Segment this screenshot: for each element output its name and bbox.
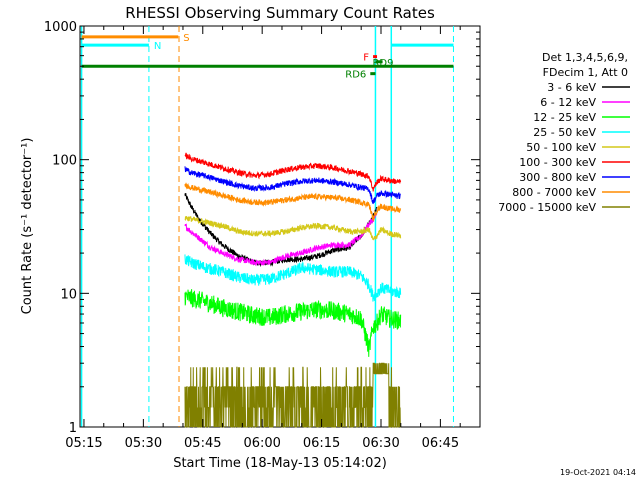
x-axis: 05:15 05:30 05:45 06:00 06:15 06:30 06:45 — [65, 26, 461, 451]
legend-header-line-1: Det 1,3,4,5,6,9, — [542, 51, 628, 64]
status-label-5: RD9 — [372, 58, 393, 69]
legend-label-7: 800 - 7000 keV — [512, 186, 596, 199]
legend-header-line-2: FDecim 1, Att 0 — [543, 66, 628, 79]
reference-lines — [80, 26, 454, 427]
x-tick-label-2: 05:45 — [184, 436, 221, 451]
series-line-12-25keV-kev — [184, 289, 402, 357]
x-axis-label: Start Time (18-May-13 05:14:02) — [173, 456, 387, 471]
series-line-100-300keV-kev — [184, 152, 402, 192]
y-axis-label: Count Rate (s⁻¹ detector⁻¹) — [20, 138, 35, 315]
legend-label-5: 100 - 300 keV — [519, 156, 596, 169]
legend: Det 1,3,4,5,6,9, FDecim 1, Att 0 3 - 6 k… — [498, 51, 630, 214]
y-tick-label-1: 10 — [60, 287, 77, 302]
legend-label-0: 3 - 6 keV — [547, 81, 596, 94]
series-line-25-50keV-kev — [184, 254, 402, 302]
y-axis: 1 10 100 1000 — [44, 20, 480, 436]
series-line-50-100keV-kev — [184, 215, 402, 241]
x-tick-label-6: 06:45 — [422, 436, 459, 451]
y-tick-label-0: 1 — [69, 421, 77, 436]
x-tick-label-3: 06:00 — [243, 436, 280, 451]
legend-label-1: 6 - 12 keV — [540, 96, 596, 109]
legend-label-4: 50 - 100 keV — [526, 141, 596, 154]
series-line-300-800keV-kev — [184, 166, 401, 205]
x-tick-label-1: 05:30 — [125, 436, 162, 451]
status-label-6: RD6 — [345, 70, 366, 81]
chart-title: RHESSI Observing Summary Count Rates — [125, 4, 435, 22]
x-tick-label-4: 06:15 — [303, 436, 340, 451]
series-group — [184, 152, 402, 428]
plot-frame — [79, 25, 481, 428]
x-tick-label-5: 06:30 — [362, 436, 399, 451]
footer-timestamp: 19-Oct-2021 04:14 — [560, 468, 636, 477]
status-label-0: S — [183, 33, 189, 44]
status-bars: S N F RD9 RD6 — [81, 33, 454, 81]
series-line-800-7000keV-kev — [184, 182, 402, 222]
y-tick-label-3: 1000 — [44, 20, 77, 35]
y-tick-label-2: 100 — [52, 154, 77, 169]
plot-area — [79, 25, 481, 428]
legend-label-6: 300 - 800 keV — [519, 171, 596, 184]
status-label-4: F — [363, 53, 369, 64]
x-tick-label-0: 05:15 — [65, 436, 102, 451]
legend-label-3: 25 - 50 keV — [533, 126, 596, 139]
series-line-7000-15000keV-kev — [184, 362, 401, 428]
legend-label-2: 12 - 25 keV — [533, 111, 596, 124]
status-label-1: N — [154, 41, 161, 52]
series-line-6-12keV-kev — [184, 212, 378, 267]
legend-label-8: 7000 - 15000 keV — [498, 201, 596, 214]
